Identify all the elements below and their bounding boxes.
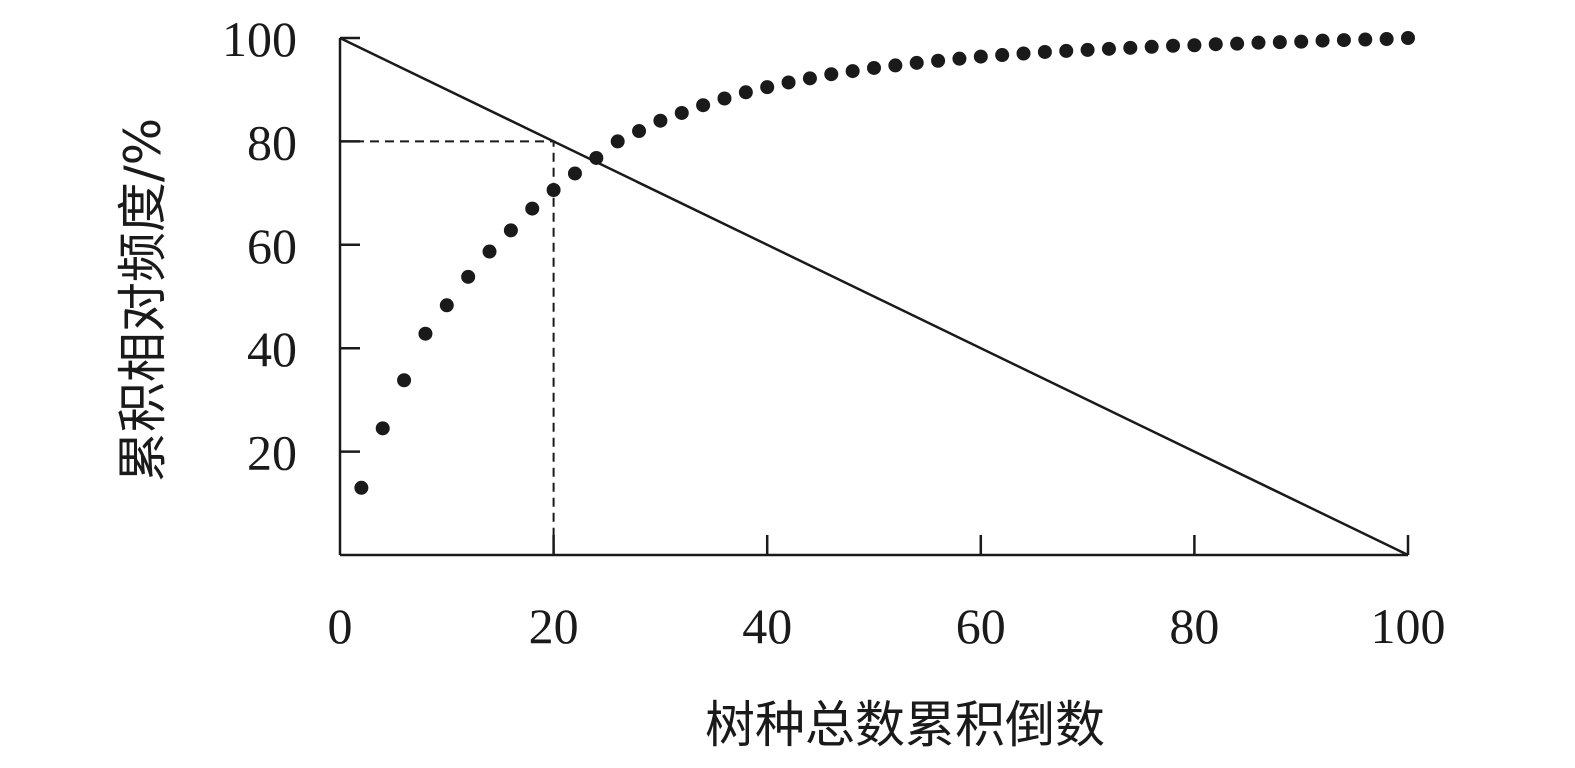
data-point: [375, 421, 390, 436]
data-point: [738, 85, 753, 100]
reference-lines: [339, 36, 1409, 557]
y-tick-label: 20: [247, 425, 297, 481]
data-point: [418, 326, 433, 341]
data-point: [1037, 44, 1052, 59]
data-points: [354, 31, 1415, 495]
data-point: [760, 80, 775, 95]
data-point: [867, 60, 881, 75]
data-point: [1187, 38, 1202, 53]
data-point: [482, 244, 497, 259]
data-point: [632, 124, 647, 139]
y-tick-label: 40: [247, 321, 297, 377]
data-point: [1230, 36, 1245, 51]
data-point: [1401, 31, 1415, 45]
data-point: [354, 480, 369, 495]
data-point: [674, 105, 689, 120]
data-point: [653, 113, 668, 128]
data-point: [503, 223, 518, 238]
data-point: [1315, 33, 1330, 48]
data-point: [1294, 34, 1309, 49]
data-point: [952, 51, 967, 66]
data-point: [1123, 40, 1138, 55]
data-point: [845, 64, 860, 79]
x-tick-label: 40: [742, 598, 792, 654]
x-tick-label: 20: [529, 598, 579, 654]
reference-line: [339, 36, 1409, 557]
data-point: [1166, 38, 1181, 53]
y-tick-label: 100: [222, 11, 297, 67]
data-point: [1208, 37, 1223, 52]
data-point: [439, 298, 454, 313]
data-point: [696, 98, 711, 113]
data-point: [1080, 42, 1095, 57]
data-point: [1358, 32, 1373, 47]
x-tick-label: 60: [956, 598, 1006, 654]
guide-line: [340, 140, 555, 555]
y-ticks: 20 40 60 80 100: [222, 11, 360, 481]
x-tick-label: 80: [1169, 598, 1219, 654]
data-point: [397, 373, 412, 388]
data-point: [888, 58, 903, 73]
x-axis-title: 树种总数累积倒数: [705, 696, 1105, 754]
data-point: [909, 55, 924, 70]
x-tick-label: 0: [328, 598, 353, 654]
data-point: [802, 71, 817, 86]
data-point: [610, 134, 625, 149]
data-point: [1101, 41, 1116, 56]
data-point: [1272, 35, 1287, 50]
axes: [338, 38, 1408, 557]
data-point: [546, 182, 561, 197]
x-tick-label: 100: [1371, 598, 1446, 654]
data-point: [567, 166, 582, 181]
data-point: [824, 67, 839, 82]
data-point: [1059, 43, 1074, 58]
y-tick-label: 80: [247, 114, 297, 170]
x-ticks: 0 20 40 60 80 100: [328, 535, 1446, 654]
data-point: [1144, 39, 1159, 54]
data-point: [931, 53, 946, 68]
data-point: [461, 269, 476, 284]
y-axis-title: 累积相对频度/%: [114, 118, 172, 482]
data-point: [589, 150, 604, 165]
data-point: [1379, 32, 1394, 47]
data-point: [1016, 46, 1031, 61]
data-point: [525, 201, 540, 216]
data-point: [1251, 35, 1266, 50]
data-point: [717, 91, 732, 106]
data-point: [995, 48, 1010, 63]
y-tick-label: 60: [247, 218, 297, 274]
data-point: [1336, 33, 1351, 48]
data-point: [973, 49, 988, 64]
data-point: [781, 75, 796, 90]
